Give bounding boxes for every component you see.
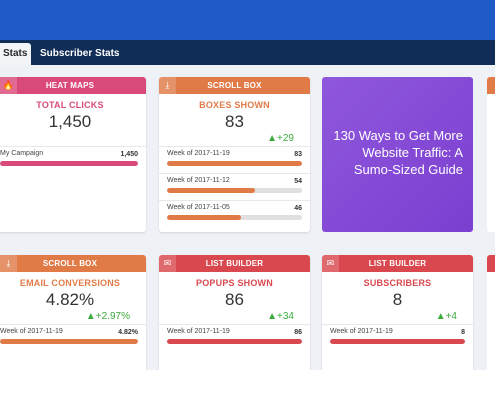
card-title: SCROLL BOX: [207, 81, 262, 90]
list-item[interactable]: Week of 2017-11-12 54: [159, 173, 310, 200]
metric-value: 83: [225, 112, 244, 131]
delta-badge: ▲+34: [267, 311, 294, 322]
tab-subscriber-stats[interactable]: Subscriber Stats: [40, 48, 120, 59]
metric-label: SUBSCRIBERS: [363, 278, 432, 288]
row-value: 4.82%: [118, 329, 138, 336]
promo-banner[interactable]: 130 Ways to Get More Website Traffic: A …: [322, 77, 473, 232]
list-item[interactable]: My Campaign 1,450: [0, 146, 146, 173]
list-item[interactable]: Week of 2017-11-19 4.82%: [0, 324, 146, 351]
row-bar: [0, 339, 138, 344]
scrollbox-boxes-card[interactable]: ⤓ SCROLL BOX BOXES SHOWN 83 ▲+29 Week of…: [159, 77, 310, 232]
listbuilder-card-header: ✉ LIST BUILDER: [322, 255, 473, 272]
metric-label: TOTAL CLICKS: [36, 100, 104, 110]
row-label: Week of 2017-11-19: [167, 328, 230, 335]
row-bar-fill: [167, 339, 302, 344]
listbuilder-subscribers-card[interactable]: ✉ LIST BUILDER SUBSCRIBERS 8 ▲+4 Week of…: [322, 255, 473, 370]
row-bar: [167, 188, 302, 193]
row-label: Week of 2017-11-19: [0, 328, 63, 335]
row-value: 54: [294, 178, 302, 185]
envelope-icon: ✉: [159, 255, 176, 272]
metric-label: EMAIL CONVERSIONS: [19, 278, 121, 288]
delta-badge: ▲+2.97%: [85, 311, 130, 322]
scrollbox-conversions-card[interactable]: ⤓ SCROLL BOX EMAIL CONVERSIONS 4.82% ▲+2…: [0, 255, 146, 370]
heatmaps-card[interactable]: 🔥 HEAT MAPS TOTAL CLICKS 1,450 My Campai…: [0, 77, 146, 232]
heatmaps-card-header: 🔥 HEAT MAPS: [0, 77, 146, 94]
delta-badge: ▲+4: [435, 311, 457, 322]
list-item[interactable]: Week of 2017-11-19 86: [159, 324, 310, 351]
row-bar-fill: [167, 215, 242, 220]
row-value: 83: [294, 151, 302, 158]
row-label: Week of 2017-11-12: [167, 177, 230, 184]
tab-stats[interactable]: Stats: [0, 43, 31, 65]
row-value: 86: [294, 329, 302, 336]
arrow-down-icon: ⤓: [0, 255, 17, 272]
row-bar-fill: [0, 161, 138, 166]
row-label: Week of 2017-11-05: [167, 204, 230, 211]
metric-value: 8: [392, 290, 403, 309]
card-title: SCROLL BOX: [42, 259, 98, 268]
row-value: 46: [294, 205, 302, 212]
card-title: HEAT MAPS: [45, 81, 95, 90]
list-item[interactable]: Week of 2017-11-19 83: [159, 146, 310, 173]
row-label: Week of 2017-11-19: [167, 150, 230, 157]
list-item[interactable]: Week of 2017-11-05 46: [159, 200, 310, 227]
row-bar-fill: [167, 161, 302, 166]
row-bar: [167, 339, 302, 344]
scrollbox-card-header: ⤓ SCROLL BOX: [159, 77, 310, 94]
row-value: 1,450: [120, 151, 138, 158]
metric-label: BOXES SHOWN: [199, 100, 270, 110]
row-bar-fill: [167, 188, 255, 193]
metric-value: 1,450: [48, 112, 92, 131]
list-item[interactable]: Week of 2017-11-19 8: [322, 324, 473, 351]
partial-card-right-top: [487, 77, 495, 232]
row-value: 8: [461, 329, 465, 336]
metric-value: 86: [225, 290, 244, 309]
partial-card-right-bottom: [487, 255, 495, 370]
promo-title: 130 Ways to Get More Website Traffic: A …: [333, 128, 463, 177]
metric-value: 4.82%: [45, 290, 95, 309]
listbuilder-card-header: ✉ LIST BUILDER: [159, 255, 310, 272]
row-bar: [330, 339, 465, 344]
row-bar: [0, 161, 138, 166]
delta-badge: ▲+29: [267, 133, 294, 144]
row-label: Week of 2017-11-19: [330, 328, 393, 335]
row-bar: [167, 161, 302, 166]
row-bar-fill: [0, 339, 138, 344]
page-footer: [0, 370, 495, 400]
row-bar: [167, 215, 302, 220]
arrow-down-icon: ⤓: [159, 77, 176, 94]
card-title: LIST BUILDER: [205, 259, 264, 268]
row-bar-fill: [330, 339, 465, 344]
row-label: My Campaign: [0, 150, 44, 157]
scrollbox-card-header: ⤓ SCROLL BOX: [0, 255, 146, 272]
tab-bar: Stats Subscriber Stats: [0, 40, 495, 65]
flame-icon: 🔥: [0, 77, 17, 94]
partial-card-header: [487, 77, 495, 94]
dashboard-grid: 🔥 HEAT MAPS TOTAL CLICKS 1,450 My Campai…: [0, 65, 495, 370]
metric-label: POPUPS SHOWN: [196, 278, 273, 288]
envelope-icon: ✉: [322, 255, 339, 272]
top-app-bar: [0, 0, 495, 40]
listbuilder-popups-card[interactable]: ✉ LIST BUILDER POPUPS SHOWN 86 ▲+34 Week…: [159, 255, 310, 370]
card-title: LIST BUILDER: [368, 259, 427, 268]
partial-card-header: [487, 255, 495, 272]
